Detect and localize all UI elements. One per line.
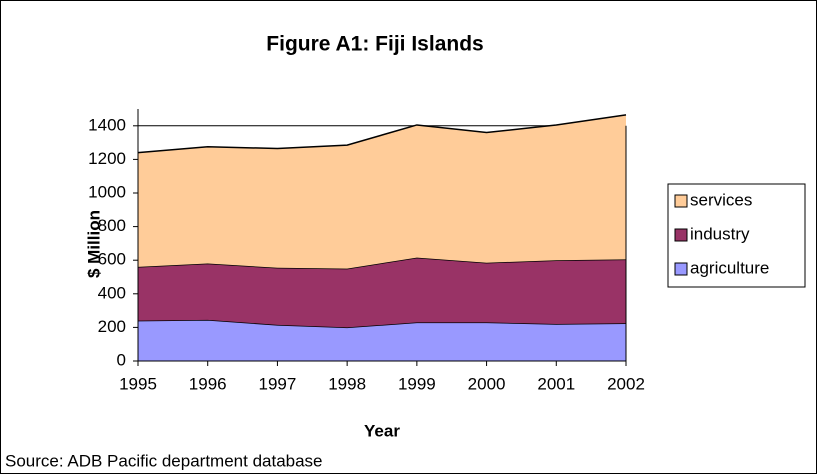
y-tick-label: 1200 bbox=[88, 149, 126, 168]
legend-label: industry bbox=[690, 224, 750, 243]
y-tick-label: 0 bbox=[117, 350, 126, 369]
chart-title: Figure A1: Fiji Islands bbox=[266, 33, 483, 56]
y-tick-label: 600 bbox=[98, 250, 126, 269]
x-tick-label: 1995 bbox=[119, 374, 157, 393]
source: Source: ADB Pacific department database bbox=[5, 451, 323, 470]
area-top-line bbox=[137, 114, 627, 154]
x-axis-label: Year bbox=[364, 421, 400, 440]
area bbox=[138, 319, 626, 361]
area bbox=[138, 114, 626, 269]
x-tick-label: 1996 bbox=[189, 374, 227, 393]
y-tick-label: 200 bbox=[98, 317, 126, 336]
legend-swatch bbox=[674, 228, 688, 242]
x-tick-label: 1999 bbox=[398, 374, 436, 393]
y-axis-label: $ Million bbox=[84, 210, 103, 278]
legend-swatch bbox=[674, 194, 688, 208]
x-tick-label: 2002 bbox=[607, 374, 645, 393]
x-tick-label: 2001 bbox=[537, 374, 575, 393]
y-tick-label: 1000 bbox=[88, 182, 126, 201]
legend-label: services bbox=[690, 190, 752, 209]
x-tick-label: 2000 bbox=[468, 374, 506, 393]
x-tick-label: 1997 bbox=[259, 374, 297, 393]
legend-label: agriculture bbox=[690, 258, 769, 277]
y-tick-label: 400 bbox=[98, 283, 126, 302]
y-tick-label: 1400 bbox=[88, 115, 126, 134]
legend-box bbox=[667, 183, 806, 288]
legend-swatch bbox=[674, 262, 688, 276]
x-tick-label: 1998 bbox=[328, 374, 366, 393]
area bbox=[138, 257, 626, 328]
y-tick-label: 800 bbox=[98, 216, 126, 235]
